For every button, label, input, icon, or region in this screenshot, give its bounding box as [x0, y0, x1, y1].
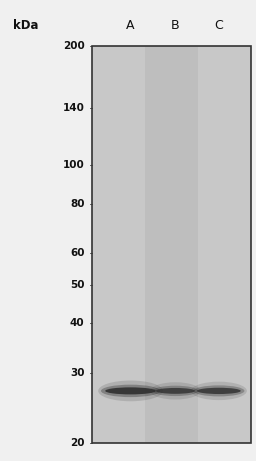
Text: 60: 60 [70, 248, 84, 259]
Ellipse shape [156, 388, 195, 394]
Text: 20: 20 [70, 437, 84, 448]
Text: 40: 40 [70, 318, 84, 328]
Text: 80: 80 [70, 199, 84, 209]
Ellipse shape [153, 386, 198, 396]
Text: 200: 200 [63, 41, 84, 51]
Text: 50: 50 [70, 280, 84, 290]
Bar [145, 46, 198, 443]
Text: A: A [126, 19, 135, 32]
Text: 30: 30 [70, 368, 84, 378]
Ellipse shape [98, 380, 163, 401]
Bar [92, 46, 145, 443]
Bar [198, 46, 251, 443]
Ellipse shape [105, 387, 156, 395]
Ellipse shape [193, 385, 244, 396]
Text: 100: 100 [63, 160, 84, 171]
Ellipse shape [101, 384, 160, 397]
Text: C: C [215, 19, 223, 32]
Text: kDa: kDa [13, 19, 38, 32]
Ellipse shape [197, 388, 241, 394]
Text: B: B [171, 19, 180, 32]
Text: 140: 140 [63, 102, 84, 112]
Ellipse shape [150, 382, 200, 400]
Ellipse shape [191, 382, 247, 400]
